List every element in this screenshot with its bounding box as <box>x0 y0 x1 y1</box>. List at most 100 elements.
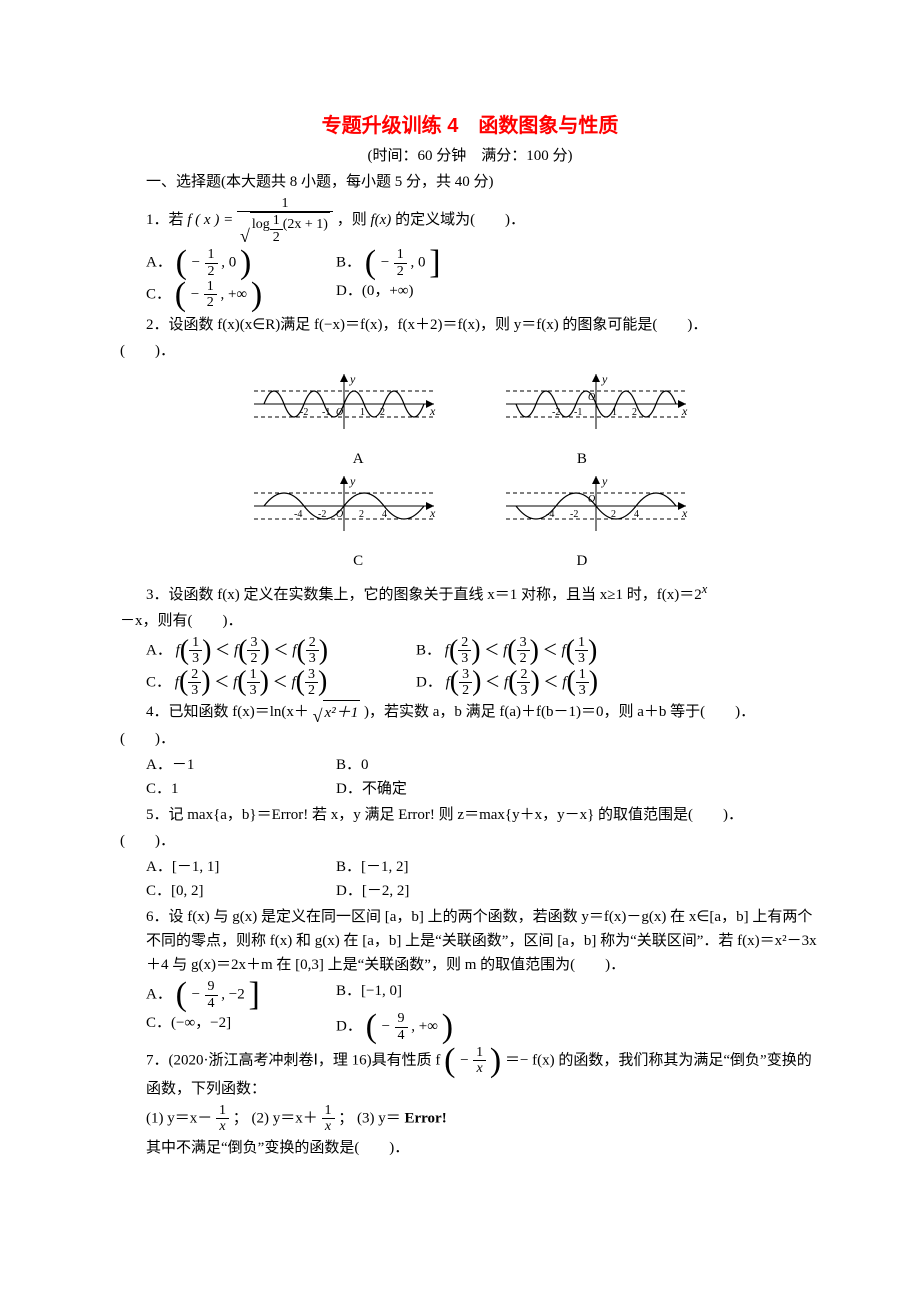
q4-stem: 4．已知函数 f(x)＝ln(x＋ √x²＋1 )，若实数 a，b 满足 f(a… <box>146 700 820 725</box>
svg-text:-1: -1 <box>574 407 582 418</box>
q2-label-d: D <box>472 549 692 573</box>
q1-B-frd: 2 <box>394 264 407 279</box>
q4-opt-b: B．0 <box>336 753 516 777</box>
q6D-frd: 4 <box>395 1028 408 1043</box>
q3D1d: 2 <box>459 683 472 698</box>
svg-text:x: x <box>429 506 436 520</box>
q3D3n: 1 <box>576 667 589 683</box>
q7-argd: x <box>477 1061 483 1076</box>
q3B3d: 3 <box>575 651 588 666</box>
q1-A-pre: A． <box>146 255 172 271</box>
q4-opt-a: A．－1 <box>146 753 326 777</box>
section-heading: 一、选择题(本大题共 8 小题，每小题 5 分，共 40 分) <box>146 170 820 194</box>
q1-log: log <box>252 217 270 232</box>
q3A3n: 2 <box>306 635 319 651</box>
q3B1d: 3 <box>458 651 471 666</box>
q3D-lt1: ＜ <box>485 674 500 690</box>
q3D2d: 3 <box>517 683 530 698</box>
q1-fx: f(x) <box>370 212 391 228</box>
q1-C-pre: C． <box>146 286 171 302</box>
svg-text:-2: -2 <box>570 509 578 520</box>
q2-paren: ( )． <box>120 339 820 363</box>
q1-num: 1 <box>281 196 288 211</box>
svg-text:y: y <box>601 372 608 386</box>
q3-b: －x，则有( )． <box>120 613 243 629</box>
q6-opt-d: D． ( − 94 , +∞ ) <box>336 1011 516 1043</box>
q2-label-b: B <box>472 447 692 471</box>
q3D-pre: D． <box>416 674 442 690</box>
svg-text:x: x <box>429 404 436 418</box>
q3A1d: 3 <box>189 651 202 666</box>
q3C1n: 2 <box>188 667 201 683</box>
q3B2n: 3 <box>517 635 530 651</box>
q7-l2bd: x <box>325 1119 331 1134</box>
svg-text:-4: -4 <box>294 509 302 520</box>
q2-label-a: A <box>248 447 468 471</box>
q3A1n: 1 <box>189 635 202 651</box>
q2-graph-d: -4-2 O 24 y x <box>496 471 696 541</box>
q3A2n: 3 <box>247 635 260 651</box>
q3B2d: 2 <box>517 651 530 666</box>
q1-text-c: 的定义域为( )． <box>395 212 525 228</box>
q1-flhs: f ( x ) = <box>187 212 233 228</box>
q1-A-post: , 0 <box>221 255 236 271</box>
q1-A-frd: 2 <box>205 264 218 279</box>
q5-paren: ( )． <box>120 829 820 853</box>
q1-D: D．(0，+∞) <box>336 283 413 299</box>
q3-a: 3．设函数 f(x) 定义在实数集上，它的图象关于直线 x＝1 对称，且当 x≥… <box>146 587 702 603</box>
q7-l2ad: x <box>219 1119 225 1134</box>
svg-text:4: 4 <box>634 509 639 520</box>
q7-argin: − <box>459 1052 473 1068</box>
q2-text: 2．设函数 f(x)(x∈R)满足 f(−x)＝f(x)，f(x＋2)＝f(x)… <box>146 317 707 333</box>
q3B-lt1: ＜ <box>484 642 499 658</box>
q7-l2an: 1 <box>216 1103 229 1119</box>
svg-text:O: O <box>588 392 595 403</box>
q6A-frn: 9 <box>205 979 218 995</box>
q2-stem: 2．设函数 f(x)(x∈R)满足 f(−x)＝f(x)，f(x＋2)＝f(x)… <box>146 313 820 337</box>
q6A-frd: 4 <box>205 996 218 1011</box>
q7-line3: 其中不满足“倒负”变换的函数是( )． <box>146 1136 820 1160</box>
q7-l2c: ； (3) y＝ <box>338 1110 401 1126</box>
q5-opt-c: C．[0, 2] <box>146 879 326 903</box>
q2-figures: -2-1 O 12 y x -2-1 O 12 y x A B <box>120 369 820 573</box>
q7-line2: (1) y＝x－ 1x ； (2) y＝x＋ 1x ； (3) y＝ Error… <box>146 1103 820 1135</box>
q6-options: A． ( − 94 , −2 ] B．[−1, 0] C．(−∞，−2] D． … <box>146 979 820 1043</box>
svg-text:2: 2 <box>380 407 385 418</box>
q1-C-frd: 2 <box>204 295 217 310</box>
q1-B-frn: 1 <box>394 247 407 263</box>
q1-B-post: , 0 <box>410 255 425 271</box>
q2-graph-c: -4-2 O 24 y x <box>244 471 444 541</box>
svg-text:2: 2 <box>359 509 364 520</box>
q4-sqrtbody: x²＋1 <box>325 705 359 721</box>
svg-text:O: O <box>336 407 343 418</box>
svg-text:4: 4 <box>382 509 387 520</box>
q3-opt-a: A． f(13) ＜ f(32) ＜ f(23) <box>146 635 406 667</box>
q1-logarg: (2x + 1) <box>283 217 328 232</box>
q6-opt-c: C．(−∞，−2] <box>146 1011 326 1043</box>
q1-opt-b: B． ( − 12 , 0 ] <box>336 247 516 279</box>
q6A-post: , −2 <box>221 987 244 1003</box>
q3A-lt2: ＜ <box>274 642 289 658</box>
q1-A-frn: 1 <box>205 247 218 263</box>
q1-A-in: − <box>191 255 205 271</box>
q6D-in: − <box>381 1018 395 1034</box>
svg-text:y: y <box>349 372 356 386</box>
q4-a: 4．已知函数 f(x)＝ln(x＋ <box>146 704 309 720</box>
q6D-post: , +∞ <box>411 1018 438 1034</box>
q3A3d: 3 <box>306 651 319 666</box>
q7-l2b: ； (2) y＝x＋ <box>233 1110 318 1126</box>
q2-graph-b: -2-1 O 12 y x <box>496 369 696 439</box>
svg-text:O: O <box>588 494 595 505</box>
q7-argn: 1 <box>473 1045 486 1061</box>
q7-err: Error! <box>405 1110 447 1126</box>
q3C2n: 1 <box>247 667 260 683</box>
q5-text: 5．记 max{a，b}＝Error! 若 x，y 满足 Error! 则 z＝… <box>146 807 743 823</box>
q1-C-post: , +∞ <box>220 286 247 302</box>
q7-a: 7．(2020·浙江高考冲刺卷Ⅰ，理 16)具有性质 f <box>146 1052 440 1068</box>
q3B-pre: B． <box>416 642 441 658</box>
q7-l3: 其中不满足“倒负”变换的函数是( )． <box>146 1140 409 1156</box>
q2-label-c: C <box>248 549 468 573</box>
q6-text: 6．设 f(x) 与 g(x) 是定义在同一区间 [a，b] 上的两个函数，若函… <box>146 909 817 973</box>
q4-opt-c: C．1 <box>146 777 326 801</box>
q3D1n: 3 <box>459 667 472 683</box>
